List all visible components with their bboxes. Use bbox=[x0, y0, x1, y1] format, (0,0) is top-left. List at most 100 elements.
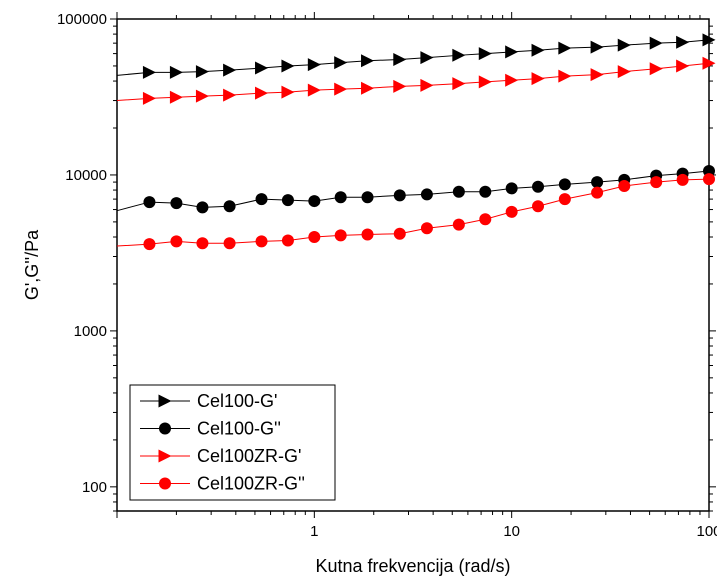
data-point bbox=[361, 228, 374, 241]
legend-entry: Cel100ZR-G'' bbox=[140, 474, 305, 494]
legend-label: Cel100ZR-G' bbox=[197, 446, 301, 466]
x-tick-label: 10 bbox=[503, 523, 520, 540]
data-point bbox=[591, 176, 604, 189]
data-point bbox=[558, 69, 572, 83]
series-1 bbox=[116, 33, 716, 79]
x-tick-label: 100 bbox=[696, 523, 717, 540]
series-3 bbox=[116, 56, 716, 105]
data-point bbox=[143, 196, 156, 209]
data-point bbox=[505, 182, 518, 195]
data-point bbox=[393, 227, 406, 240]
y-tick-label: 10000 bbox=[65, 167, 107, 184]
data-point bbox=[478, 75, 492, 89]
data-point bbox=[558, 193, 571, 206]
series-line bbox=[116, 62, 710, 102]
data-point bbox=[170, 197, 183, 210]
data-point bbox=[142, 91, 156, 105]
legend-entry: Cel100-G' bbox=[140, 391, 277, 411]
y-tick-label: 100 bbox=[82, 479, 107, 496]
data-point bbox=[420, 78, 434, 92]
legend-marker bbox=[159, 477, 171, 490]
data-point bbox=[255, 86, 269, 100]
data-point bbox=[505, 45, 519, 59]
data-point bbox=[558, 178, 571, 191]
data-point bbox=[307, 58, 321, 72]
data-point bbox=[143, 238, 156, 251]
data-point bbox=[393, 189, 406, 202]
data-point bbox=[223, 200, 236, 213]
data-point bbox=[702, 56, 716, 70]
data-point bbox=[676, 35, 690, 49]
x-axis-title: Kutna frekvencija (rad/s) bbox=[315, 556, 510, 576]
data-point bbox=[505, 73, 519, 87]
y-tick-label: 100000 bbox=[57, 11, 107, 28]
data-point bbox=[591, 186, 604, 199]
data-point bbox=[452, 185, 465, 198]
legend-marker bbox=[158, 394, 172, 408]
data-point bbox=[452, 48, 466, 62]
data-point bbox=[703, 173, 715, 186]
series-line bbox=[116, 178, 710, 247]
data-point bbox=[334, 229, 347, 242]
data-point bbox=[361, 54, 375, 68]
data-point bbox=[223, 88, 237, 102]
legend-label: Cel100-G'' bbox=[197, 419, 281, 439]
data-point bbox=[558, 41, 572, 55]
data-point bbox=[617, 38, 631, 52]
data-point bbox=[617, 65, 631, 79]
data-point bbox=[676, 59, 690, 73]
data-point bbox=[618, 179, 631, 192]
data-point bbox=[393, 79, 407, 93]
data-point bbox=[195, 65, 209, 79]
axis-ticks: 1 10 100 100 1000 10000 100000 bbox=[57, 11, 717, 540]
data-point bbox=[281, 194, 294, 207]
data-point bbox=[307, 83, 321, 97]
legend-entry: Cel100ZR-G' bbox=[140, 446, 301, 466]
series-4 bbox=[116, 173, 715, 251]
data-point bbox=[334, 191, 347, 204]
data-point bbox=[420, 51, 434, 65]
data-point bbox=[169, 65, 183, 79]
data-point bbox=[650, 176, 663, 189]
legend-entries: Cel100-G' Cel100-G'' Cel100ZR-G' Cel100ZR-G… bbox=[140, 391, 305, 494]
data-point bbox=[649, 36, 663, 50]
data-point bbox=[531, 72, 545, 86]
data-point bbox=[142, 65, 156, 79]
data-point bbox=[281, 59, 295, 73]
data-series bbox=[116, 33, 716, 251]
y-tick-label: 1000 bbox=[74, 323, 107, 340]
series-line bbox=[116, 39, 710, 76]
data-point bbox=[590, 68, 604, 82]
data-point bbox=[393, 52, 407, 66]
data-point bbox=[479, 185, 492, 198]
data-point bbox=[479, 213, 492, 226]
legend: Cel100-G' Cel100-G'' Cel100ZR-G' Cel100ZR-G… bbox=[129, 384, 336, 501]
data-point bbox=[255, 235, 268, 248]
data-point bbox=[452, 218, 465, 231]
data-point bbox=[532, 180, 545, 193]
data-point bbox=[255, 61, 269, 75]
data-point bbox=[478, 47, 492, 61]
legend-marker bbox=[159, 422, 171, 435]
data-point bbox=[308, 231, 321, 244]
data-point bbox=[420, 188, 433, 201]
data-point bbox=[531, 43, 545, 57]
data-point bbox=[702, 33, 716, 47]
plot-frame bbox=[116, 18, 710, 512]
y-axis-title: G',G''/Pa bbox=[22, 229, 42, 300]
data-point bbox=[169, 90, 183, 104]
data-point bbox=[361, 81, 375, 95]
legend-entry: Cel100-G'' bbox=[140, 419, 281, 439]
data-point bbox=[223, 237, 236, 250]
data-point bbox=[590, 40, 604, 54]
data-point bbox=[334, 82, 348, 96]
data-point bbox=[532, 200, 545, 213]
legend-label: Cel100ZR-G'' bbox=[197, 474, 305, 494]
data-point bbox=[223, 63, 237, 77]
data-point bbox=[255, 193, 268, 206]
data-point bbox=[420, 222, 433, 235]
data-point bbox=[308, 195, 321, 208]
data-point bbox=[196, 201, 209, 214]
x-tick-label: 1 bbox=[310, 523, 318, 540]
